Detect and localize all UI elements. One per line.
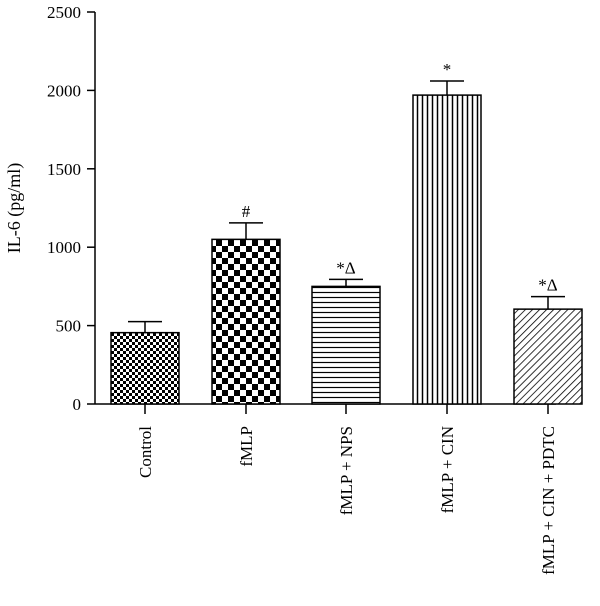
bars: # *Δ * *Δ [110,60,583,405]
y-tick-label: 0 [73,395,82,414]
significance-label: *Δ [538,276,558,295]
significance-label: * [443,60,452,79]
x-tick-label: fMLP [237,426,256,467]
bar [311,285,381,405]
y-tick-label: 1000 [47,238,81,257]
bar [211,238,281,405]
y-ticks: 0 500 1000 1500 2000 2500 [47,3,95,414]
y-tick-label: 2500 [47,3,81,22]
bar [513,308,583,405]
bar [412,94,482,405]
y-tick-label: 2000 [47,81,81,100]
y-tick-label: 1500 [47,160,81,179]
y-tick-label: 500 [56,317,82,336]
y-axis-title: IL-6 (pg/ml) [4,163,25,253]
significance-label: *Δ [336,258,356,277]
x-tick-label: fMLP + CIN + PDTC [539,426,558,575]
x-tick-label: fMLP + CIN [438,426,457,513]
significance-label: # [242,202,251,221]
bar [110,331,180,405]
x-ticks: Control fMLP fMLP + NPS fMLP + CIN fMLP + CI… [136,404,558,575]
x-tick-label: fMLP + NPS [337,426,356,515]
x-tick-label: Control [136,426,155,478]
